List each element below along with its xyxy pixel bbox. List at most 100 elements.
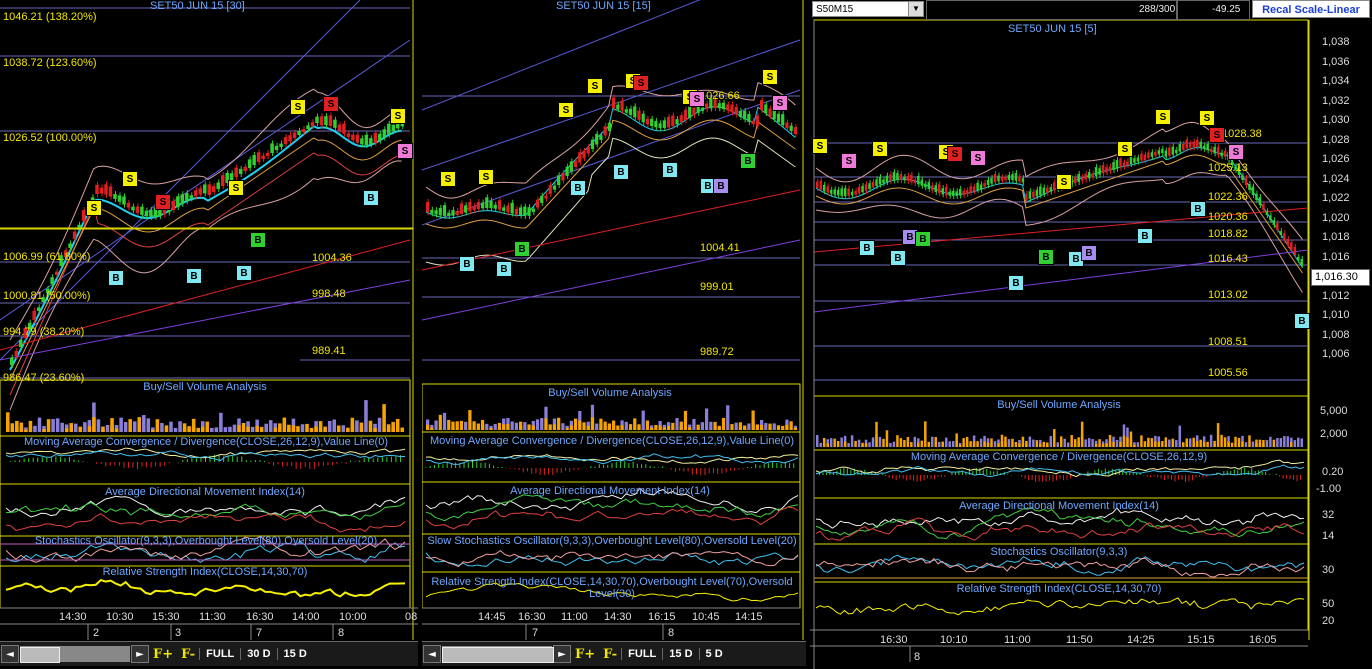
candle-body <box>68 243 72 248</box>
candle-body <box>1122 162 1126 167</box>
range-5d-button[interactable]: 5 D <box>698 648 729 660</box>
chevron-down-icon[interactable]: ▼ <box>908 2 923 16</box>
volume-bar <box>850 435 854 447</box>
horizontal-scrollbar[interactable] <box>20 646 130 663</box>
candle-body <box>211 186 216 192</box>
candle-body <box>721 102 726 110</box>
volume-bar <box>603 425 607 430</box>
volume-bar <box>472 421 476 430</box>
volume-bar <box>875 434 878 447</box>
scroll-right-button[interactable]: ► <box>131 645 149 663</box>
scrollbar-thumb[interactable] <box>442 647 554 663</box>
candle-body <box>540 195 544 203</box>
candle-body <box>27 322 32 329</box>
volume-bar <box>637 424 641 430</box>
candle-body <box>913 179 917 183</box>
candle-body <box>696 106 700 113</box>
volume-bar <box>1018 443 1021 447</box>
indicator-line <box>425 453 799 465</box>
price-mark: 989.41 <box>312 345 346 357</box>
volume-bar <box>1164 437 1168 447</box>
volume-bar <box>1272 439 1276 447</box>
candle-body <box>514 208 518 215</box>
volume-bar <box>726 405 730 430</box>
candle-body <box>941 188 944 195</box>
volume-bar <box>599 424 603 430</box>
candle-body <box>1297 256 1300 260</box>
volume-bar <box>700 422 704 430</box>
candle-body <box>552 185 557 190</box>
candle-body <box>493 204 497 209</box>
pane-border <box>0 227 413 230</box>
volume-bar <box>1283 436 1286 447</box>
volume-bar <box>1073 443 1077 447</box>
chart-panel-15min[interactable]: SET50 JUN 15 [15] 1026.66 1004.41 999.01… <box>422 0 806 669</box>
scroll-left-button[interactable]: ◄ <box>423 645 441 663</box>
volume-bar <box>1230 442 1234 447</box>
sell-signal-marker: S <box>440 171 456 187</box>
candle-body <box>1202 145 1206 149</box>
candle-body <box>176 196 180 208</box>
volume-bar <box>1042 444 1046 447</box>
candle-body <box>1115 159 1119 169</box>
time-tick: 10:45 <box>692 611 720 623</box>
candle-body <box>1178 143 1181 152</box>
zoom-out-button[interactable]: F- <box>181 646 196 662</box>
candle-body <box>1262 204 1265 210</box>
candle-body <box>535 199 540 208</box>
price-axis-label: 1,036 <box>1322 55 1350 68</box>
volume-bar <box>1115 439 1119 447</box>
volume-bar <box>755 424 759 430</box>
candle-body <box>650 118 654 127</box>
candle-body <box>1136 157 1140 162</box>
volume-bar <box>296 426 300 432</box>
rsi-indicator-title: Relative Strength Index(CLOSE,14,30,70) <box>102 566 308 578</box>
zoom-in-button[interactable]: F+ <box>153 646 174 662</box>
scrollbar-thumb[interactable] <box>20 647 60 663</box>
candle-body <box>442 205 447 216</box>
candle-body <box>203 184 207 194</box>
zoom-in-button[interactable]: F+ <box>575 646 596 662</box>
volume-bar <box>889 442 892 447</box>
candle-body <box>485 197 489 209</box>
range-15d-button[interactable]: 15 D <box>276 648 313 660</box>
recal-scale-button[interactable]: Recal Scale-Linear <box>1252 0 1370 18</box>
volume-bar <box>1007 439 1011 447</box>
candle-body <box>489 200 493 209</box>
symbol-selector[interactable]: S50M15 ▼ <box>812 1 924 17</box>
zoom-out-button[interactable]: F- <box>603 646 618 662</box>
chart-panel-5min[interactable]: S50M15 ▼ 288/300 -49.25 Recal Scale-Line… <box>810 0 1372 669</box>
range-full-button[interactable]: FULL <box>621 648 662 660</box>
bollinger-band <box>815 172 1303 293</box>
price-chart-canvas[interactable] <box>0 0 418 645</box>
sell-signal-marker: S <box>841 153 857 169</box>
horizontal-scrollbar[interactable] <box>442 646 554 663</box>
range-full-button[interactable]: FULL <box>199 648 240 660</box>
volume-bar <box>654 425 658 430</box>
scroll-left-button[interactable]: ◄ <box>1 645 19 663</box>
time-tick: 14:30 <box>59 611 87 623</box>
price-chart-canvas[interactable] <box>422 0 806 645</box>
candle-body <box>983 182 986 187</box>
range-30d-button[interactable]: 30 D <box>240 648 276 660</box>
sell-signal-marker: S <box>872 141 888 157</box>
candle-body <box>938 184 941 194</box>
indicator-line <box>815 507 1305 540</box>
candle-body <box>1168 147 1171 156</box>
volume-bar <box>734 422 738 430</box>
chart-panel-30min[interactable]: SET50 JUN 15 [30] 1046.21 (138.20%) 1038… <box>0 0 418 669</box>
candle-body <box>662 120 666 128</box>
candle-body <box>976 182 979 190</box>
candle-body <box>451 210 455 216</box>
volume-bar <box>624 421 628 430</box>
volume-bar <box>1014 441 1018 447</box>
macd-indicator-title: Moving Average Convergence / Divergence(… <box>429 435 795 447</box>
price-chart-canvas[interactable] <box>810 0 1372 669</box>
volume-bar <box>1279 438 1283 447</box>
scroll-right-button[interactable]: ► <box>553 645 571 663</box>
volume-bar <box>137 424 142 432</box>
range-15d-button[interactable]: 15 D <box>662 648 698 660</box>
volume-bar <box>1161 441 1164 447</box>
candle-body <box>1126 161 1129 166</box>
candle-body <box>355 134 360 143</box>
